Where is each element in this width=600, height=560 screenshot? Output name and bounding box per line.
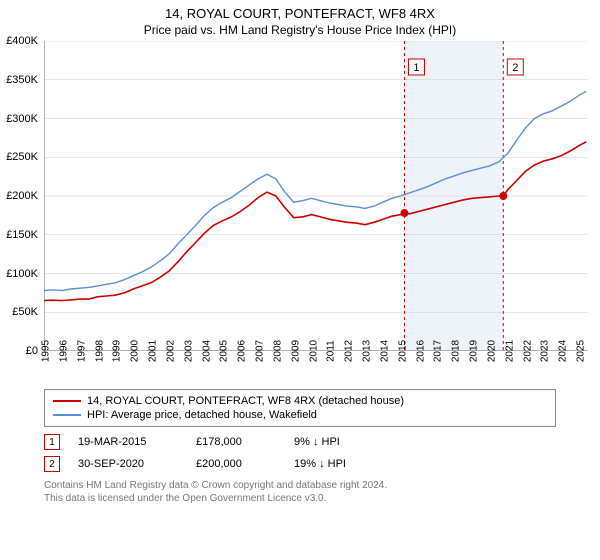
sale-flag: 2 — [507, 59, 523, 75]
y-axis-label: £50K — [12, 306, 44, 318]
footnote-line: This data is licensed under the Open Gov… — [44, 492, 556, 505]
x-axis-label: 2002 — [161, 340, 176, 362]
x-axis-label: 2005 — [215, 340, 230, 362]
legend-swatch — [53, 414, 81, 416]
sale-diff: 19% ↓ HPI — [294, 458, 384, 470]
sale-diff: 9% ↓ HPI — [294, 436, 384, 448]
svg-text:2: 2 — [512, 62, 518, 74]
x-axis-label: 2009 — [286, 340, 301, 362]
sale-date: 19-MAR-2015 — [78, 436, 178, 448]
legend-label: HPI: Average price, detached house, Wake… — [87, 409, 317, 421]
legend-item: 14, ROYAL COURT, PONTEFRACT, WF8 4RX (de… — [53, 394, 547, 408]
x-axis-label: 1999 — [108, 340, 123, 362]
y-axis-label: £150K — [6, 229, 44, 241]
x-axis-label: 2016 — [411, 340, 426, 362]
x-axis-label: 2013 — [358, 340, 373, 362]
x-axis-label: 1996 — [54, 340, 69, 362]
sales-table: 1 19-MAR-2015 £178,000 9% ↓ HPI 2 30-SEP-2020… — [44, 431, 556, 475]
sale-row: 2 30-SEP-2020 £200,000 19% ↓ HPI — [44, 453, 556, 475]
x-axis-label: 2018 — [447, 340, 462, 362]
x-axis-label: 1998 — [90, 340, 105, 362]
x-axis-label: 2011 — [322, 340, 337, 362]
legend-item: HPI: Average price, detached house, Wake… — [53, 408, 547, 422]
x-axis-label: 2010 — [304, 340, 319, 362]
x-axis-label: 2025 — [572, 340, 587, 362]
footnote-line: Contains HM Land Registry data © Crown c… — [44, 479, 556, 492]
sale-dot — [400, 209, 408, 217]
x-axis-label: 2007 — [251, 340, 266, 362]
x-axis-label: 2021 — [500, 340, 515, 362]
x-axis-label: 2012 — [340, 340, 355, 362]
x-axis-label: 2019 — [465, 340, 480, 362]
sale-dot — [499, 192, 507, 200]
x-axis-label: 2006 — [233, 340, 248, 362]
x-axis-label: 1995 — [37, 340, 52, 362]
legend-swatch — [53, 400, 81, 402]
sale-price: £178,000 — [196, 436, 276, 448]
y-axis-label: £200K — [6, 190, 44, 202]
x-axis-label: 2015 — [393, 340, 408, 362]
y-axis-label: £250K — [6, 151, 44, 163]
x-axis-label: 2017 — [429, 340, 444, 362]
x-axis-label: 2023 — [536, 340, 551, 362]
price-chart: 12 — [44, 41, 588, 351]
y-axis-label: £100K — [6, 268, 44, 280]
sale-row: 1 19-MAR-2015 £178,000 9% ↓ HPI — [44, 431, 556, 453]
x-axis-label: 2020 — [482, 340, 497, 362]
sale-price: £200,000 — [196, 458, 276, 470]
x-axis-label: 2001 — [144, 340, 159, 362]
x-axis-label: 2003 — [179, 340, 194, 362]
legend: 14, ROYAL COURT, PONTEFRACT, WF8 4RX (de… — [44, 389, 556, 427]
page-subtitle: Price paid vs. HM Land Registry's House … — [0, 21, 600, 41]
y-axis-label: £300K — [6, 113, 44, 125]
sale-flag: 1 — [408, 59, 424, 75]
svg-text:1: 1 — [413, 62, 419, 74]
legend-label: 14, ROYAL COURT, PONTEFRACT, WF8 4RX (de… — [87, 395, 404, 407]
x-axis-label: 2022 — [518, 340, 533, 362]
y-axis-label: £400K — [6, 35, 44, 47]
footnote: Contains HM Land Registry data © Crown c… — [44, 479, 556, 505]
sale-marker-box: 2 — [44, 456, 60, 472]
y-axis-label: £350K — [6, 74, 44, 86]
x-axis-label: 2024 — [554, 340, 569, 362]
x-axis-label: 2014 — [375, 340, 390, 362]
sale-marker-box: 1 — [44, 434, 60, 450]
page-title: 14, ROYAL COURT, PONTEFRACT, WF8 4RX — [0, 0, 600, 21]
sale-date: 30-SEP-2020 — [78, 458, 178, 470]
x-axis-label: 2008 — [268, 340, 283, 362]
x-axis-label: 2000 — [126, 340, 141, 362]
x-axis-label: 2004 — [197, 340, 212, 362]
chart-area: 12 £0£50K£100K£150K£200K£250K£300K£350K£… — [44, 41, 588, 351]
x-axis-label: 1997 — [72, 340, 87, 362]
